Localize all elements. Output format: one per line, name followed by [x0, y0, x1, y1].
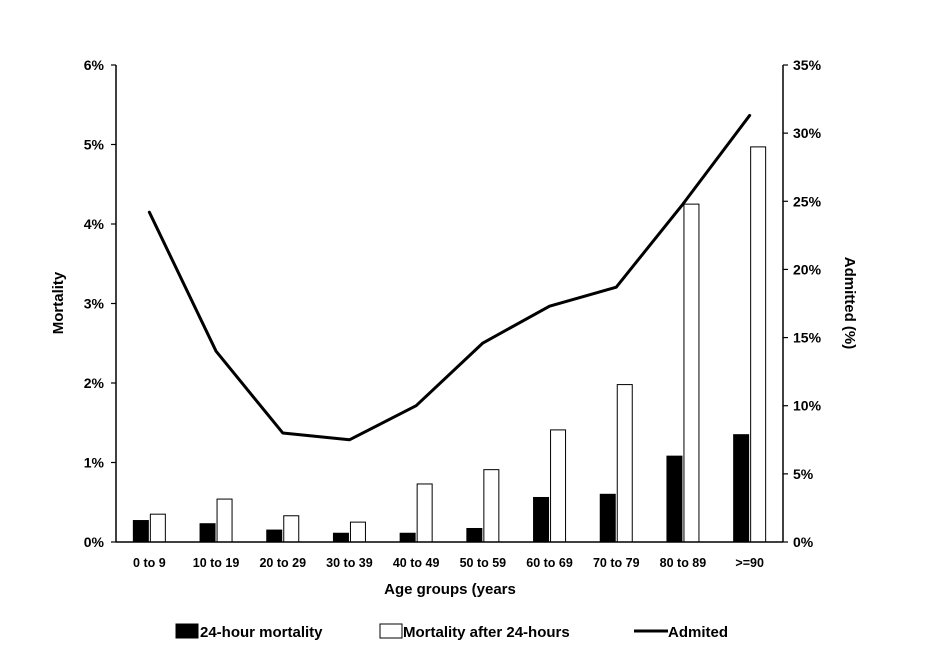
bar-mortality-after-24-hours: [149, 513, 166, 543]
bar-24-hour-mortality: [666, 455, 683, 543]
line-marks: [147, 113, 752, 442]
x-tick-label: 70 to 79: [593, 556, 640, 570]
bar-mortality-after-24-hours: [483, 469, 500, 543]
y2-tick-label: 10%: [793, 398, 822, 414]
axes: [115, 65, 784, 543]
legend-label-mortality-after-24-hours: Mortality after 24-hours: [403, 624, 570, 641]
left-axis-ticks: 0% 1% 2% 3% 4% 5% 6%: [84, 57, 116, 550]
x-tick-label: >=90: [735, 556, 764, 570]
x-tick-label: 0 to 9: [133, 556, 166, 570]
x-axis-ticks: 0 to 9 10 to 19 20 to 29 30 to 39 40 to 49 50…: [133, 556, 764, 570]
bar-24-hour-mortality: [599, 493, 616, 543]
y2-axis-title: Admitted (%): [841, 257, 858, 350]
bar-24-hour-mortality: [332, 532, 349, 543]
legend: 24-hour mortality Mortality after 24-hou…: [175, 623, 728, 641]
bar-mortality-after-24-hours: [349, 521, 366, 543]
y-tick-label: 4%: [84, 216, 105, 232]
x-axis-title: Age groups (years: [384, 581, 516, 598]
x-tick-label: 60 to 69: [526, 556, 573, 570]
bar-mortality-after-24-hours: [683, 203, 700, 543]
bar-mortality-after-24-hours: [283, 515, 300, 543]
bar-24-hour-mortality: [399, 532, 416, 543]
bar-24-hour-mortality: [132, 520, 149, 543]
y2-tick-label: 20%: [793, 261, 822, 277]
x-tick-label: 30 to 39: [326, 556, 373, 570]
x-tick-label: 80 to 89: [660, 556, 707, 570]
y-tick-label: 3%: [84, 296, 105, 312]
y-tick-label: 2%: [84, 375, 105, 391]
x-tick-label: 50 to 59: [460, 556, 507, 570]
legend-swatch-mortality-after-24-hours: [379, 623, 403, 639]
legend-label-24-hour-mortality: 24-hour mortality: [200, 624, 323, 641]
x-tick-label: 20 to 29: [259, 556, 306, 570]
y-tick-label: 5%: [84, 137, 105, 153]
legend-swatch-24-hour-mortality: [175, 623, 199, 639]
bar-mortality-after-24-hours: [550, 429, 567, 543]
right-axis-ticks: 0% 5% 10% 15% 20% 25% 30% 35%: [783, 57, 822, 550]
y2-tick-label: 0%: [793, 534, 814, 550]
bar-mortality-after-24-hours: [616, 384, 633, 543]
x-tick-label: 40 to 49: [393, 556, 440, 570]
y-axis-title: Mortality: [50, 271, 67, 334]
bar-24-hour-mortality: [466, 527, 483, 543]
bar-24-hour-mortality: [533, 496, 550, 543]
bar-mortality-after-24-hours: [216, 498, 233, 543]
bar-mortality-after-24-hours: [416, 483, 433, 543]
y2-tick-label: 35%: [793, 57, 822, 73]
bar-marks: [132, 146, 767, 543]
bar-mortality-after-24-hours: [750, 146, 767, 543]
line-admited: [147, 113, 752, 442]
y-tick-label: 0%: [84, 534, 105, 550]
bar-24-hour-mortality: [733, 434, 750, 543]
y-tick-label: 1%: [84, 455, 105, 471]
y2-tick-label: 5%: [793, 466, 814, 482]
y2-tick-label: 25%: [793, 193, 822, 209]
x-tick-label: 10 to 19: [193, 556, 240, 570]
y2-tick-label: 15%: [793, 330, 822, 346]
y2-tick-label: 30%: [793, 125, 822, 141]
y-tick-label: 6%: [84, 57, 105, 73]
bar-24-hour-mortality: [266, 529, 283, 543]
legend-label-admited: Admited: [668, 624, 728, 641]
bar-24-hour-mortality: [199, 523, 216, 543]
